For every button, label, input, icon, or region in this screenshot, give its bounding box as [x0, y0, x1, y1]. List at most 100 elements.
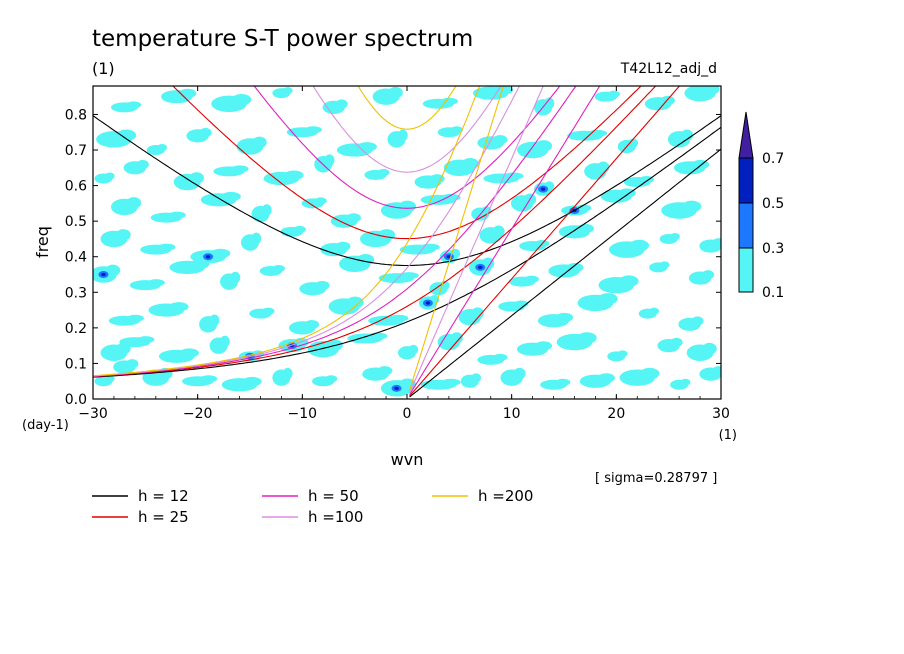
kelvin-curve — [409, 148, 721, 398]
contour-blob — [450, 126, 463, 134]
y-tick-label: 0.6 — [65, 179, 87, 195]
contour-blob — [576, 204, 592, 212]
contour-blob — [461, 157, 479, 170]
contour-blob — [261, 204, 272, 216]
contour-blob — [231, 93, 252, 106]
contour-blob — [219, 335, 230, 348]
contour-blob — [230, 271, 241, 284]
contour-blob — [712, 238, 721, 248]
x-tick-label: 30 — [712, 406, 730, 422]
colorbar-label: 0.1 — [762, 285, 784, 301]
dispersion-curves — [93, 86, 721, 398]
contour-blob — [104, 172, 115, 180]
y-tick-label: 0.2 — [65, 321, 87, 337]
mrg-curve — [93, 86, 521, 377]
contour-blob — [481, 257, 495, 270]
contour-blob — [670, 232, 680, 240]
contour-blob — [619, 275, 639, 287]
contour-blob — [324, 375, 338, 383]
contour-blob — [324, 154, 335, 166]
contour-blob — [335, 99, 348, 109]
contour-blob — [282, 367, 293, 380]
x-tick-label: 10 — [503, 406, 521, 422]
contour-blob — [179, 88, 197, 98]
contour-blob — [681, 200, 702, 213]
legend-label: h = 25 — [138, 508, 189, 526]
colorbar-label: 0.7 — [762, 151, 784, 167]
contour-blob — [367, 332, 388, 340]
contour-blob — [209, 314, 220, 326]
x-tick-label: 20 — [607, 406, 625, 422]
contour-blob — [357, 142, 377, 152]
contour-blob — [441, 378, 461, 386]
contour-blob-peak — [101, 272, 106, 277]
contour-blob — [116, 129, 137, 141]
contour-blob — [555, 312, 574, 323]
y-tick-label: 0.5 — [65, 214, 87, 230]
contour-blob — [649, 307, 659, 315]
contour-blob — [168, 211, 186, 219]
legend-label: h = 12 — [138, 487, 189, 505]
contour-blob — [346, 213, 361, 223]
contour-blob — [398, 200, 417, 213]
chart-title: temperature S-T power spectrum — [92, 26, 473, 52]
contour-blob — [429, 174, 445, 184]
x-tick-label: 0 — [403, 406, 412, 422]
contour-blob — [566, 263, 584, 273]
contour-blob — [555, 378, 571, 386]
contour-blob — [493, 86, 513, 95]
contour-blob — [115, 229, 131, 241]
kelvin-curve — [409, 86, 681, 397]
colorbar-segment — [738, 202, 754, 249]
kelvin-curve — [409, 86, 601, 395]
mrg-curve — [93, 126, 721, 378]
spectrum-contours — [93, 86, 721, 397]
contour-blob — [136, 159, 149, 170]
contour-blob — [397, 129, 408, 141]
contour-blob — [210, 248, 231, 259]
x-axis-label: wvn — [391, 450, 424, 469]
contour-blob — [670, 337, 683, 347]
ig-curve — [172, 86, 642, 240]
contour-blob — [680, 378, 691, 386]
contour-blob — [242, 376, 262, 387]
contour-blob — [628, 138, 639, 148]
legend: h = 12 h = 25 h = 50 h =100 h =200 — [92, 487, 533, 526]
contour-blob — [399, 272, 419, 280]
y-tick-label: 0.4 — [65, 250, 87, 266]
ig-curve — [253, 86, 561, 209]
contour-blob-peak — [540, 187, 546, 191]
contour-blob — [513, 367, 526, 380]
contour-blob — [335, 241, 351, 251]
legend-label: h =100 — [308, 508, 363, 526]
contour-blob-peak — [425, 301, 431, 305]
contour-blob — [304, 319, 320, 330]
contour-blob — [712, 366, 721, 376]
colorbar-label: 0.5 — [762, 196, 784, 212]
contour-blob — [262, 307, 275, 315]
contour-blob — [189, 172, 204, 184]
contour-blob — [587, 129, 608, 137]
x-axis: −30 −20 −10 0 10 20 30 — [78, 86, 730, 422]
colorbar-segment — [738, 157, 754, 204]
contour-blob — [284, 170, 304, 180]
contour-blob — [346, 296, 364, 309]
contour-blob — [104, 375, 115, 383]
x-tick-label: −30 — [78, 406, 108, 422]
contour-blob — [597, 373, 615, 383]
contour-blob-peak — [446, 255, 452, 259]
contour-blob — [576, 223, 594, 234]
contour-blob — [534, 140, 553, 152]
contour-blob — [471, 373, 482, 383]
contour-blob — [524, 275, 539, 283]
contour-blob — [221, 191, 241, 202]
contour-blob — [105, 264, 121, 277]
contour-blob — [618, 188, 636, 198]
contour-blob — [293, 225, 306, 233]
contour-blob — [702, 342, 717, 355]
contour-blob — [179, 348, 199, 358]
contour-blob — [158, 243, 176, 251]
ig-curve — [357, 86, 457, 130]
y-tick-label: 0.3 — [65, 285, 87, 301]
